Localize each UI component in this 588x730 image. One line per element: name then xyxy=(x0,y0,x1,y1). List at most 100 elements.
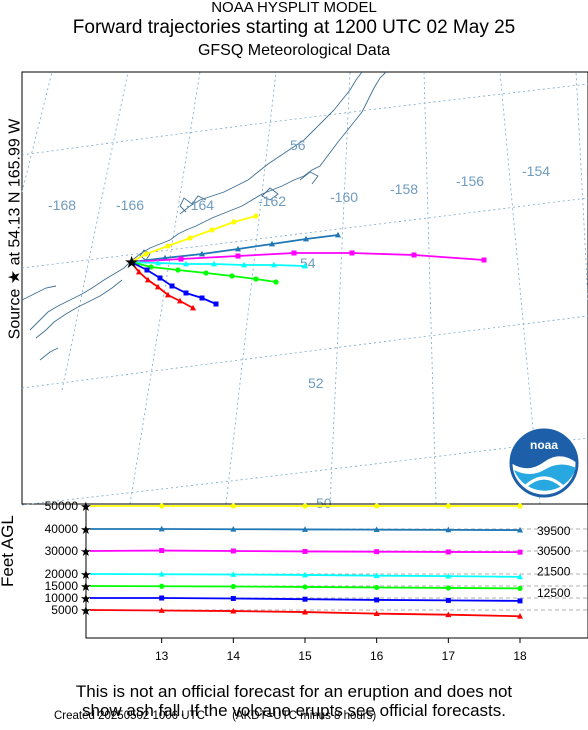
height-panel-series xyxy=(89,503,523,619)
height-axis-tick-label: 20000 xyxy=(45,567,79,581)
lon-label-166: -166 xyxy=(116,197,144,213)
time-axis-tick-label: 15 xyxy=(298,649,312,663)
map-trajectory-point xyxy=(177,297,183,304)
height-series-point xyxy=(374,597,380,603)
start-star-icon: ★ xyxy=(80,568,92,583)
start-star-icon: ★ xyxy=(80,545,92,560)
map-trajectory-point xyxy=(273,279,279,285)
lat-label-54: 54 xyxy=(300,255,316,271)
map-trajectory-point xyxy=(190,304,196,311)
height-series-point xyxy=(302,503,308,509)
map-trajectory-point xyxy=(145,276,151,283)
map-trajectory-point xyxy=(481,257,487,263)
map-trajectory-point xyxy=(335,231,341,238)
time-axis-tick-label: 14 xyxy=(227,649,241,663)
start-star-icon: ★ xyxy=(80,523,92,538)
height-series-point xyxy=(517,549,523,555)
map-trajectory-point xyxy=(269,240,275,247)
map-trajectory-point xyxy=(302,262,308,269)
height-series-point xyxy=(445,549,451,555)
height-series-point xyxy=(445,572,452,579)
height-series-point xyxy=(374,549,380,555)
height-series-point xyxy=(302,584,308,590)
disclaimer-line1: This is not an official forecast for an … xyxy=(75,682,513,701)
height-series-point xyxy=(302,608,308,615)
end-height-label: 12500 xyxy=(537,586,571,600)
height-series-point xyxy=(302,571,308,578)
height-series-point xyxy=(230,526,237,532)
map-trajectory-point xyxy=(175,267,181,273)
map-trajectory-point xyxy=(144,267,150,273)
height-panel-frame xyxy=(85,503,588,639)
title-trajectory: Forward trajectories starting at 1200 UT… xyxy=(72,17,516,38)
lon-label-168: -168 xyxy=(48,197,76,213)
height-series-point xyxy=(230,607,237,614)
height-series-point xyxy=(302,548,308,554)
height-series-point xyxy=(230,583,236,590)
map-trajectory-point xyxy=(157,275,163,281)
map-trajectory-point xyxy=(155,259,161,266)
map-trajectory-point xyxy=(349,250,355,256)
map-trajectory-point xyxy=(235,253,241,259)
noaa-logo: noaa xyxy=(509,428,579,498)
disclaimer-line2: show ash fall. If the volcano erupts see… xyxy=(82,701,506,720)
title-met-data: GFSQ Meteorological Data xyxy=(197,42,391,59)
height-series-point xyxy=(230,503,236,509)
height-series-point xyxy=(445,597,451,603)
height-series-point xyxy=(158,571,165,577)
height-series-point xyxy=(373,572,380,579)
lon-label-164: -164 xyxy=(186,197,214,213)
footer: Created 20250502 1006 UTC (AKDT=UTC minu… xyxy=(54,710,376,722)
map-trajectory-point xyxy=(199,250,205,257)
height-series-point xyxy=(230,571,237,577)
map-trajectory-point xyxy=(155,283,161,290)
end-height-label: 39500 xyxy=(537,524,571,538)
height-series-point xyxy=(158,525,165,532)
lon-label-154: -154 xyxy=(522,163,550,179)
map-trajectory-point xyxy=(211,260,217,267)
map-trajectory-point xyxy=(169,283,175,289)
map-trajectory-point xyxy=(199,295,205,301)
time-zone-note: (AKDT=UTC minus 8 hours) xyxy=(232,710,377,722)
map-label-layer: -168 -166 -164 -162 -160 -158 -156 -154 … xyxy=(48,137,550,511)
lat-label-52: 52 xyxy=(308,375,324,391)
source-star-icon: ★ xyxy=(124,253,139,273)
lon-label-160: -160 xyxy=(330,189,358,205)
start-star-icon: ★ xyxy=(80,604,92,619)
map-trajectory-point xyxy=(253,276,259,282)
map-trajectory-point xyxy=(165,243,171,249)
height-axis-tick-label: 50000 xyxy=(45,499,79,513)
height-axis-tick-label: 5000 xyxy=(51,603,78,617)
height-series-point xyxy=(302,596,308,602)
start-star-icon: ★ xyxy=(80,580,92,595)
map-trajectory-point xyxy=(183,290,189,296)
noaa-logo-text: noaa xyxy=(530,438,558,452)
height-series-point xyxy=(517,613,523,619)
height-panel-labels: 50000 ★40000 ★30000 ★20000 ★15000 ★10000 ★5000… xyxy=(45,499,571,663)
time-axis-tick-label: 13 xyxy=(155,649,169,663)
height-series-point xyxy=(159,583,165,589)
height-axis-tick-label: 40000 xyxy=(45,522,79,536)
height-series-point xyxy=(517,573,523,580)
lat-label-50: 50 xyxy=(316,495,332,511)
map-trajectory-point xyxy=(231,219,237,225)
map-trajectory-point xyxy=(241,261,247,268)
map-trajectory-point xyxy=(213,301,219,307)
height-series-point xyxy=(445,503,451,509)
map-trajectory-point xyxy=(178,256,184,262)
map-trajectory-point xyxy=(253,213,259,219)
map-trajectories xyxy=(130,213,487,311)
height-series-point xyxy=(517,526,523,533)
time-axis-tick-label: 18 xyxy=(513,649,527,663)
map-graticule xyxy=(21,71,588,506)
height-series-point xyxy=(445,585,451,591)
height-series-point xyxy=(374,584,380,591)
map-trajectory-point xyxy=(303,235,309,242)
end-height-label: 30500 xyxy=(537,544,571,558)
map-trajectory-point xyxy=(148,264,154,270)
map-trajectory-point xyxy=(209,227,215,233)
end-height-label: 21500 xyxy=(537,565,571,579)
height-series-point xyxy=(230,548,236,554)
lon-label-162: -162 xyxy=(258,193,286,209)
